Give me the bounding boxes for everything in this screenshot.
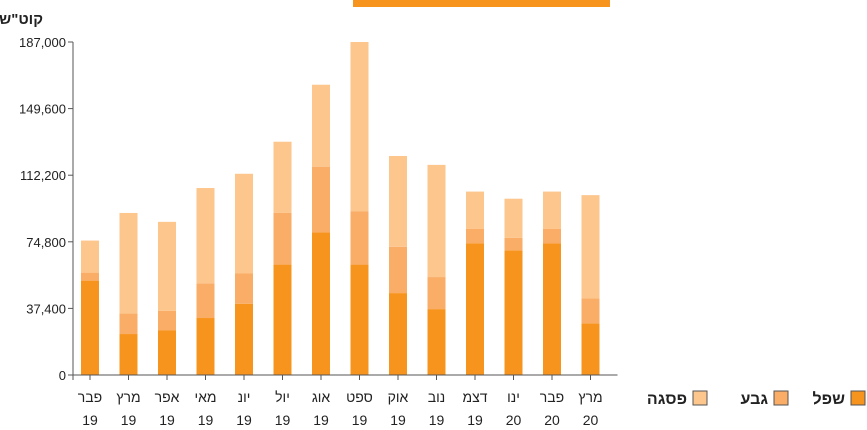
- x-tick-label-year: 19: [429, 412, 445, 428]
- x-tick-label-year: 19: [82, 412, 98, 428]
- y-axis: 0 37,400 74,800 112,200 149,600 187,000: [19, 35, 74, 383]
- bar-segment: [235, 173, 253, 274]
- y-axis-unit-label: קוט"ש: [0, 11, 43, 28]
- bar-segment: [312, 166, 330, 233]
- x-tick-label-year: 19: [352, 412, 368, 428]
- x-tick-label-year: 19: [467, 412, 483, 428]
- bar-segment: [389, 293, 407, 375]
- bar-segment: [504, 198, 523, 238]
- x-tick-label-month: יונ: [238, 389, 251, 405]
- bar-segment: [350, 211, 369, 265]
- bar-segment: [543, 243, 561, 375]
- bar-segment: [273, 264, 292, 375]
- bar-segment: [427, 277, 446, 310]
- bar-segment: [81, 280, 99, 375]
- bars: [81, 42, 600, 375]
- legend-label: גבע: [741, 391, 769, 408]
- header-accent-bar: [353, 0, 610, 7]
- bar-segment: [196, 188, 215, 284]
- bar-segment: [119, 334, 138, 375]
- x-tick-label-month: דצמ: [462, 389, 487, 405]
- legend-label: שפל: [813, 390, 846, 408]
- y-tick-label: 37,400: [26, 301, 66, 316]
- x-tick-label-month: אוג: [312, 389, 331, 405]
- x-axis: פבר 19 מרץ 19 אפר 19 מאי 19 יונ 19 יול 19 אוג 19 ספט 19…: [73, 374, 618, 428]
- y-tick-label: 0: [59, 368, 66, 383]
- x-tick-label-year: 19: [313, 412, 329, 428]
- bar-segment: [350, 264, 369, 375]
- bar-segment: [581, 195, 600, 299]
- x-tick-label-month: מאי: [194, 389, 216, 405]
- bar-segment: [235, 303, 253, 375]
- bar-segment: [312, 232, 330, 375]
- x-tick-label-month: פבר: [78, 389, 102, 405]
- bar-segment: [273, 212, 292, 265]
- bar-segment: [389, 246, 407, 294]
- y-tick-label: 187,000: [19, 35, 66, 50]
- bar-segment: [196, 318, 215, 375]
- x-tick-label-month: אוק: [388, 389, 409, 405]
- y-tick-label: 74,800: [26, 235, 66, 250]
- x-tick-label-year: 20: [506, 412, 522, 428]
- bar-segment: [504, 237, 523, 251]
- bar-segment: [581, 323, 600, 375]
- bar-segment: [350, 42, 369, 212]
- bar-segment: [427, 164, 446, 278]
- bar-segment: [196, 283, 215, 319]
- x-tick-label-year: 19: [275, 412, 291, 428]
- bar-segment: [81, 240, 99, 273]
- bar-segment: [158, 221, 176, 311]
- bar-segment: [273, 141, 292, 213]
- bar-segment: [389, 155, 407, 247]
- x-tick-label-month: מרץ: [116, 389, 140, 405]
- bar-segment: [466, 228, 484, 244]
- bar-segment: [543, 191, 561, 229]
- x-tick-label-month: מרץ: [578, 389, 602, 405]
- bar-segment: [119, 212, 138, 314]
- bar-segment: [466, 243, 484, 375]
- legend-swatch: [850, 390, 866, 406]
- bar-segment: [581, 298, 600, 324]
- bar-segment: [158, 310, 176, 331]
- bar-segment: [158, 330, 176, 375]
- x-tick-label-year: 19: [198, 412, 214, 428]
- x-tick-label-month: יול: [275, 389, 290, 405]
- bar-segment: [235, 273, 253, 304]
- x-tick-label-month: אפר: [155, 389, 180, 405]
- legend-swatch: [692, 390, 708, 406]
- x-tick-label-year: 19: [159, 412, 175, 428]
- y-tick-label: 112,200: [20, 168, 66, 183]
- bar-segment: [543, 228, 561, 244]
- x-tick-label-year: 19: [390, 412, 406, 428]
- legend-label: פסגה: [647, 391, 687, 408]
- x-tick-label-year: 19: [121, 412, 137, 428]
- x-tick-label-month: נוב: [428, 389, 445, 405]
- bar-segment: [504, 250, 523, 375]
- x-tick-label-month: ספט: [346, 389, 373, 405]
- x-tick-label-year: 19: [236, 412, 252, 428]
- y-tick-label: 149,600: [19, 102, 66, 117]
- bar-segment: [81, 272, 99, 281]
- bar-segment: [119, 313, 138, 335]
- bar-segment: [312, 84, 330, 167]
- legend-swatch: [773, 390, 789, 406]
- bar-segment: [427, 309, 446, 375]
- x-tick-label-year: 20: [583, 412, 599, 428]
- x-tick-label-month: פבר: [540, 389, 564, 405]
- x-tick-label-year: 20: [544, 412, 560, 428]
- x-tick-label-month: ינו: [507, 389, 520, 405]
- legend: שפל גבע פסגה: [647, 390, 866, 408]
- bar-segment: [466, 191, 484, 229]
